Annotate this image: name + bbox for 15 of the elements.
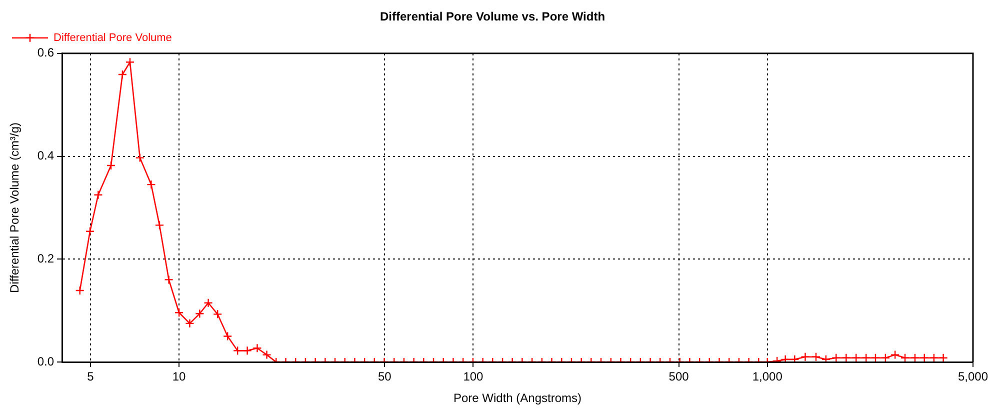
x-tick-label: 50 xyxy=(378,370,392,384)
y-tick-label: 0.0 xyxy=(37,354,54,368)
x-axis-title: Pore Width (Angstroms) xyxy=(453,391,582,406)
chart-title: Differential Pore Volume vs. Pore Width xyxy=(380,10,606,24)
y-tick-label: 0.6 xyxy=(37,46,54,60)
x-tick-label: 5 xyxy=(87,370,94,384)
y-tick-label: 0.2 xyxy=(37,251,54,266)
x-tick-label: 1,000 xyxy=(752,370,783,384)
y-tick-label: 0.4 xyxy=(37,148,54,163)
x-tick-label: 500 xyxy=(668,370,690,384)
x-tick-label: 10 xyxy=(172,370,186,384)
x-tick-label: 100 xyxy=(463,370,484,384)
legend-label: Differential Pore Volume xyxy=(54,32,172,44)
x-tick-label: 5,000 xyxy=(958,370,988,384)
y-axis-title: Differential Pore Volume (cm³/g) xyxy=(8,122,22,293)
